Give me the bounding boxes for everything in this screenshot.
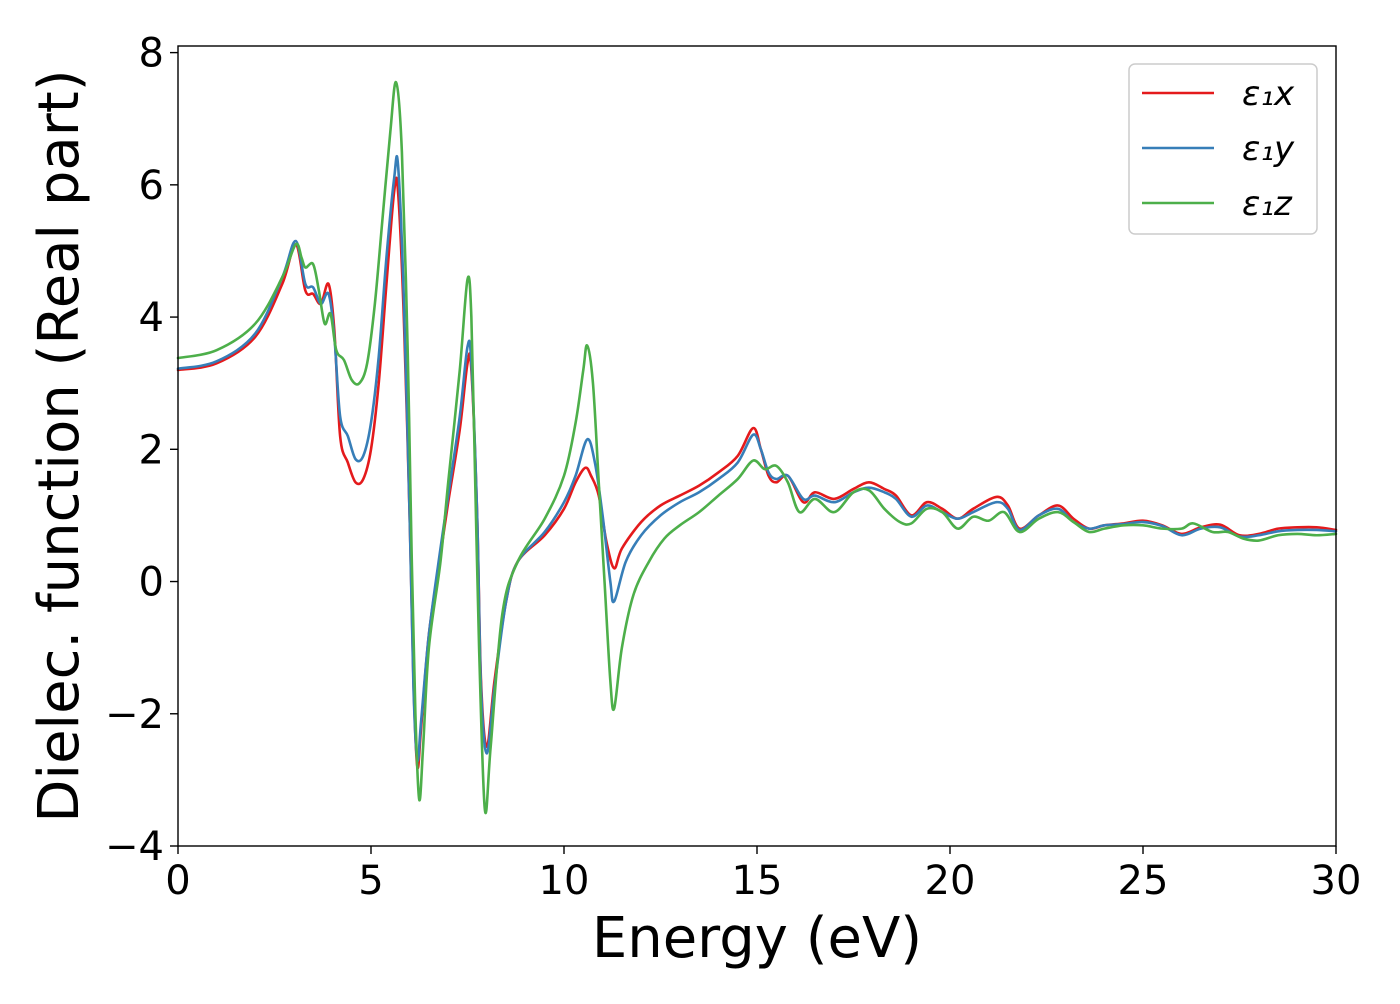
legend: ε₁x ε₁y ε₁z xyxy=(1128,63,1318,235)
y-tick-label: 8 xyxy=(139,31,164,77)
legend-entries: ε₁x ε₁y ε₁z xyxy=(1142,74,1295,224)
legend-label-3: ε₁z xyxy=(1242,184,1293,224)
x-axis-title: Energy (eV) xyxy=(592,906,922,971)
y-tick-label: 0 xyxy=(139,560,164,606)
x-tick-label: 10 xyxy=(539,858,590,904)
y-tick-label: 2 xyxy=(139,427,164,473)
series-line-2 xyxy=(176,155,1338,763)
x-tick-label: 15 xyxy=(732,858,783,904)
series-line-1 xyxy=(176,176,1338,770)
x-ticks: 0 5 10 15 20 25 30 xyxy=(165,846,1361,904)
y-axis-title: Dielec. function (Real part) xyxy=(27,69,92,822)
x-tick-label: 0 xyxy=(165,858,190,904)
legend-label-2: ε₁y xyxy=(1242,129,1295,169)
y-tick-label: −2 xyxy=(105,692,164,738)
x-tick-label: 30 xyxy=(1311,858,1362,904)
legend-label-1: ε₁x xyxy=(1242,74,1295,114)
y-tick-label: 4 xyxy=(139,295,164,341)
series-layer xyxy=(176,81,1338,815)
x-tick-label: 25 xyxy=(1118,858,1169,904)
x-tick-label: 5 xyxy=(358,858,383,904)
y-ticks: −4 −2 0 2 4 6 8 xyxy=(105,31,178,870)
series-line-3 xyxy=(176,81,1338,815)
legend-box xyxy=(1128,63,1318,235)
x-tick-label: 20 xyxy=(925,858,976,904)
y-tick-label: −4 xyxy=(105,824,164,870)
y-tick-label: 6 xyxy=(139,163,164,209)
